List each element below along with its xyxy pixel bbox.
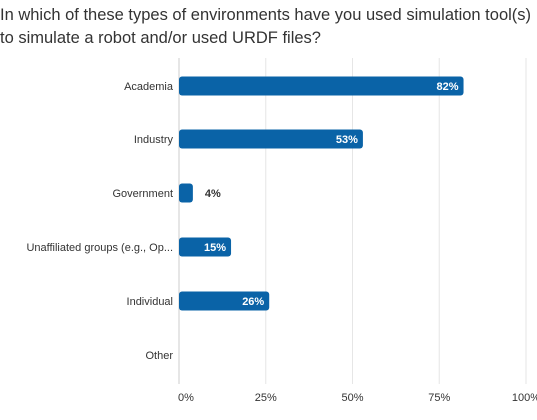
bar (179, 76, 464, 96)
category-label: Academia (124, 81, 174, 93)
x-tick-label: 25% (255, 392, 277, 404)
x-tick-label: 75% (428, 392, 450, 404)
x-tick-label: 0% (178, 392, 194, 404)
category-label: Other (145, 350, 173, 362)
data-label: 82% (437, 81, 459, 93)
category-label: Industry (134, 134, 174, 146)
bar (179, 129, 363, 149)
bar (179, 183, 193, 203)
category-label: Government (112, 188, 173, 200)
bar (179, 237, 232, 257)
bar (179, 291, 270, 311)
category-label: Unaffiliated groups (e.g., Op... (26, 242, 173, 254)
data-label: 15% (204, 242, 226, 254)
chart-title: In which of these types of environments … (0, 4, 537, 50)
chart-title-line-2: to simulate a robot and/or used URDF fil… (0, 29, 321, 47)
data-label: 26% (242, 296, 264, 308)
x-tick-label: 50% (341, 392, 363, 404)
data-label: 53% (336, 134, 358, 146)
data-label: 4% (205, 188, 221, 200)
chart-title-line-1: In which of these types of environments … (0, 6, 532, 24)
category-label: Individual (127, 296, 173, 308)
x-tick-label: 100% (512, 392, 537, 404)
